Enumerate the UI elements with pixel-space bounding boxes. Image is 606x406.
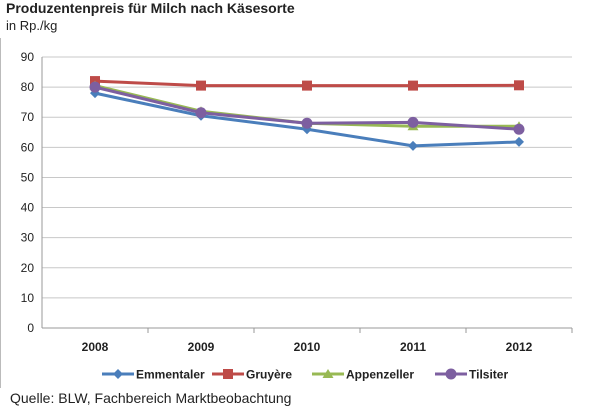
y-tick-label: 80: [21, 80, 35, 94]
x-tick-label: 2010: [294, 340, 321, 354]
chart-frame: [0, 38, 601, 388]
y-tick-label: 20: [21, 261, 35, 275]
y-tick-label: 10: [21, 291, 35, 305]
x-tick-label: 2009: [188, 340, 215, 354]
data-point-emmentaler: [408, 140, 418, 151]
source-note: Quelle: BLW, Fachbereich Marktbeobachtun…: [10, 390, 292, 406]
x-tick-label: 2008: [82, 340, 109, 354]
data-point-tilsiter: [195, 107, 207, 119]
legend-marker-tilsiter: [445, 368, 457, 380]
data-point-tilsiter: [407, 116, 419, 128]
data-point-gruyre: [196, 80, 206, 91]
legend-label-emmentaler: Emmentaler: [136, 368, 205, 382]
legend-marker-emmentaler: [113, 369, 123, 379]
y-tick-label: 50: [21, 170, 35, 184]
y-tick-label: 90: [21, 50, 35, 64]
legend-marker-appenzeller: [322, 369, 334, 378]
data-point-tilsiter: [89, 81, 101, 93]
y-tick-label: 60: [21, 140, 35, 154]
legend-marker-gruyre: [223, 369, 233, 379]
y-tick-label: 40: [21, 201, 35, 215]
data-point-emmentaler: [514, 136, 524, 147]
x-tick-label: 2011: [400, 340, 426, 354]
data-point-gruyre: [514, 80, 524, 91]
legend-label-appenzeller: Appenzeller: [346, 368, 414, 382]
data-point-tilsiter: [513, 123, 525, 135]
y-tick-label: 30: [21, 231, 35, 245]
x-tick-label: 2012: [506, 340, 533, 354]
y-tick-label: 70: [21, 110, 35, 124]
y-axis-unit: in Rp./kg: [6, 18, 58, 33]
legend-label-gruyre: Gruyère: [246, 368, 292, 382]
data-point-tilsiter: [301, 117, 313, 129]
data-point-gruyre: [302, 80, 312, 91]
chart-title: Produzentenpreis für Milch nach Käsesort…: [6, 0, 295, 16]
y-tick-label: 0: [27, 321, 34, 335]
data-point-gruyre: [408, 80, 418, 91]
legend-label-tilsiter: Tilsiter: [469, 368, 508, 382]
